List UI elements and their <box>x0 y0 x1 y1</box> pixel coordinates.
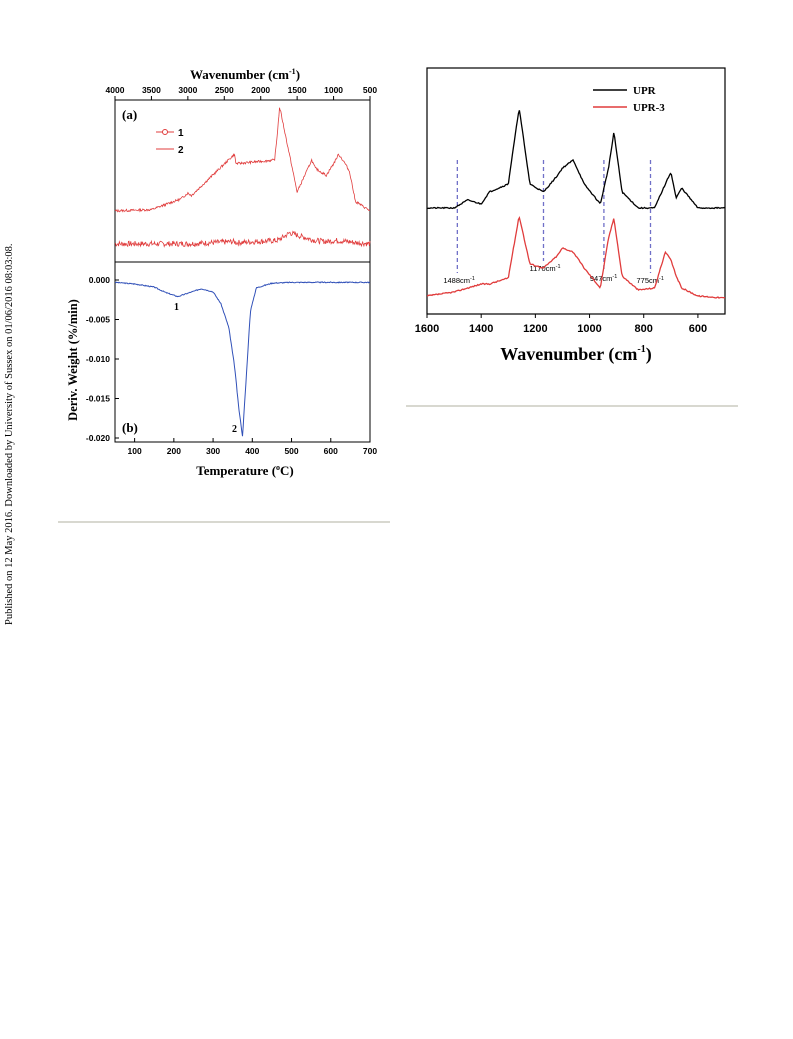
right-caption-rule <box>406 405 738 407</box>
right-plot-frame <box>426 67 726 315</box>
right-x-tick-label: 800 <box>635 323 653 335</box>
upr3-line <box>426 216 726 299</box>
x-tick-label: 400 <box>245 446 259 456</box>
dtg-annotation-2: 2 <box>232 424 237 435</box>
dtg-annotation-1: 1 <box>174 302 179 313</box>
x-tick-label: 700 <box>363 446 377 456</box>
panel-a-frame <box>114 99 371 263</box>
y-tick-label: -0.010 <box>86 354 110 364</box>
x-tick-label: 500 <box>284 446 298 456</box>
legend-2-label: 2 <box>178 145 184 156</box>
x-tick-label: 100 <box>128 446 142 456</box>
y-tick-label: -0.015 <box>86 394 110 404</box>
band-marker-unit: cm <box>460 276 470 285</box>
legend-1-marker <box>162 129 168 135</box>
left-caption-rule <box>58 521 390 523</box>
band-marker-label: 1488cm-1 <box>443 276 475 285</box>
series-1-line <box>114 230 371 248</box>
panel-b-frame <box>114 261 371 443</box>
right-x-tick-label: 1200 <box>523 323 547 335</box>
band-marker-value: 1170 <box>529 264 545 273</box>
y-tick-labels: 0.000 -0.005 -0.010 -0.015 -0.020 <box>86 275 119 443</box>
x-tick-labels-right: 1600 1400 1200 1000 800 600 <box>415 314 707 335</box>
top-tick-label: 2000 <box>251 85 270 95</box>
y-tick-label: 0.000 <box>89 275 111 285</box>
band-marker-label: 947cm-1 <box>590 274 617 283</box>
y-axis-label: Deriv. Weight (%/min) <box>66 299 80 421</box>
top-axis-label: Wavenumber (cm-1) <box>190 67 300 82</box>
legend-a: 1 2 <box>156 128 184 156</box>
right-x-tick-label: 1600 <box>415 323 439 335</box>
band-marker-sup: -1 <box>556 264 561 270</box>
upr-line <box>426 110 726 210</box>
band-marker-value: 1488 <box>443 276 460 285</box>
legend-right: UPR UPR-3 <box>593 85 665 114</box>
legend-1-label: 1 <box>178 128 184 139</box>
band-marker-unit: cm <box>546 264 556 273</box>
right-x-tick-label: 1400 <box>469 323 493 335</box>
figure-ftir-dtg: Wavenumber (cm-1) 4000 3500 3000 2500 2000 15… <box>66 67 377 478</box>
band-marker-unit: cm <box>602 274 612 283</box>
top-tick-label: 2500 <box>215 85 234 95</box>
dtg-line <box>114 281 371 437</box>
band-marker-sup: -1 <box>612 274 617 280</box>
right-x-axis-label: Wavenumber (cm-1) <box>500 344 652 365</box>
x-tick-label: 600 <box>324 446 338 456</box>
band-marker-value: 947 <box>590 274 603 283</box>
x-tick-labels: 100 200 300 400 500 600 700 <box>128 438 377 456</box>
x-axis-label: Temperature (oC) <box>196 463 294 478</box>
panel-a-label: (a) <box>122 107 137 122</box>
y-tick-label: -0.020 <box>86 433 110 443</box>
top-tick-label: 3500 <box>142 85 161 95</box>
top-tick-label: 1000 <box>324 85 343 95</box>
band-marker-value: 775 <box>637 276 650 285</box>
top-tick-label: 1500 <box>288 85 307 95</box>
top-tick-labels: 4000 3500 3000 2500 2000 1500 1000 500 <box>106 85 377 100</box>
band-marker-label: 775cm-1 <box>637 276 664 285</box>
right-x-tick-label: 600 <box>689 323 707 335</box>
x-tick-label: 200 <box>167 446 181 456</box>
right-x-tick-label: 1000 <box>577 323 601 335</box>
x-tick-label: 300 <box>206 446 220 456</box>
top-tick-label: 500 <box>363 85 377 95</box>
band-marker-sup: -1 <box>659 276 664 282</box>
legend-upr3-label: UPR-3 <box>633 102 665 114</box>
y-tick-label: -0.005 <box>86 315 110 325</box>
legend-upr-label: UPR <box>633 85 657 97</box>
top-tick-label: 4000 <box>106 85 125 95</box>
band-marker-unit: cm <box>649 276 659 285</box>
panel-b-label: (b) <box>122 420 138 435</box>
band-marker-sup: -1 <box>470 276 475 282</box>
top-tick-label: 3000 <box>178 85 197 95</box>
series-2-line <box>114 107 371 213</box>
band-marker-label: 1170cm-1 <box>529 264 560 273</box>
margin-note-text: Published on 12 May 2016. Downloaded by … <box>4 243 15 626</box>
